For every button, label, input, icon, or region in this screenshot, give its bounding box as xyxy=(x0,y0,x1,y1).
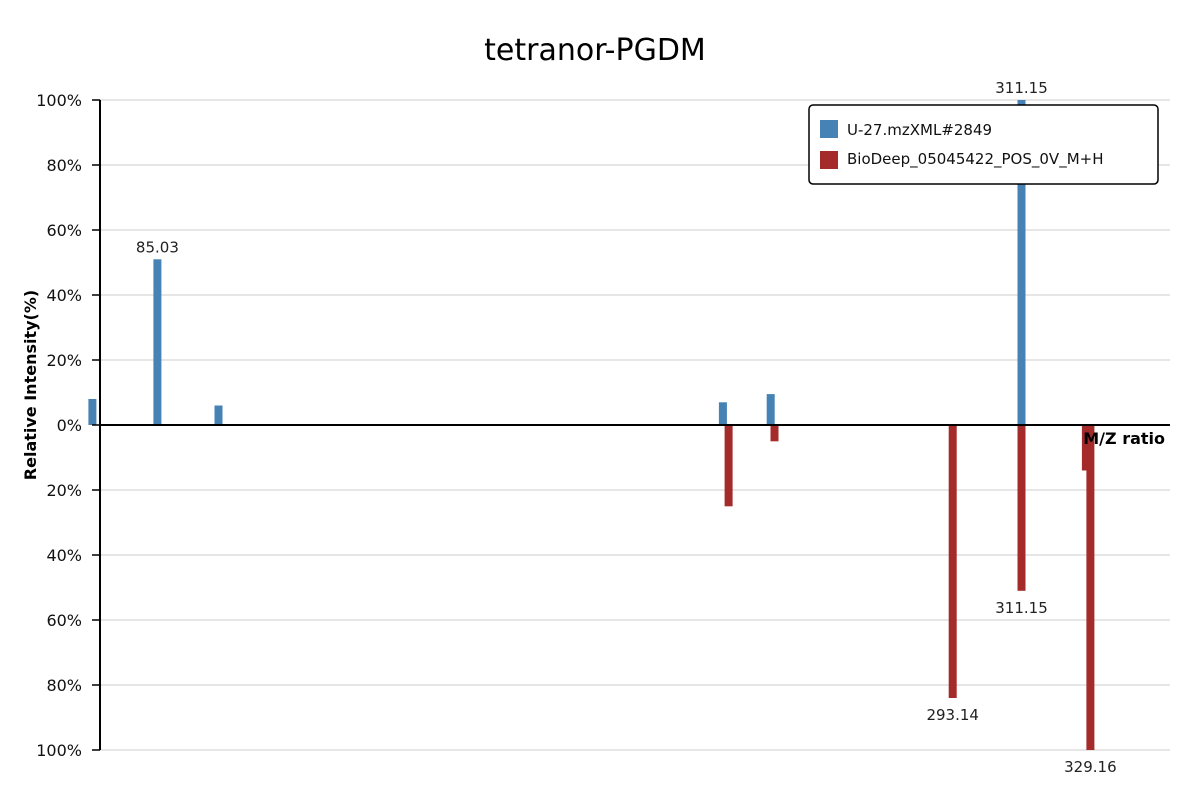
legend: U-27.mzXML#2849 BioDeep_05045422_POS_0V_… xyxy=(808,104,1159,185)
y-tick-label: 60% xyxy=(46,221,82,240)
grid-lines xyxy=(100,99,1170,751)
legend-label-biodeep: BioDeep_05045422_POS_0V_M+H xyxy=(847,150,1103,169)
reference-peak-label: 293.14 xyxy=(926,706,979,724)
legend-swatch-biodeep xyxy=(820,151,838,169)
sample-peak-bar xyxy=(153,259,162,426)
sample-peak-label: 85.03 xyxy=(136,238,179,256)
y-tick-label: 20% xyxy=(46,481,82,500)
sample-peak-bar xyxy=(766,394,775,425)
sample-peak-bar xyxy=(718,402,727,426)
reference-peak-label: 311.15 xyxy=(995,599,1048,617)
reference-peak-bar xyxy=(1017,425,1026,591)
x-axis-title: M/Z ratio xyxy=(1083,429,1165,448)
y-tick-label: 80% xyxy=(46,156,82,175)
peak-labels: 85.03 311.15 293.14 311.15 329.16 xyxy=(136,79,1117,776)
sample-peak-bar xyxy=(1017,100,1026,425)
legend-label-u27: U-27.mzXML#2849 xyxy=(847,121,992,139)
sample-peak-bar xyxy=(214,405,223,425)
y-tick-label: 100% xyxy=(36,91,82,110)
y-tick-label: 100% xyxy=(36,741,82,760)
reference-peak-bar xyxy=(1086,425,1095,750)
sample-peak-bar xyxy=(88,399,97,425)
y-tick-label: 40% xyxy=(46,286,82,305)
y-tick-label: 0% xyxy=(57,416,82,435)
chart-title: tetranor-PGDM xyxy=(484,33,706,68)
reference-peak-label: 329.16 xyxy=(1064,758,1117,776)
y-tick-label: 60% xyxy=(46,611,82,630)
reference-peak-bar xyxy=(1081,425,1090,471)
sample-peak-label: 311.15 xyxy=(995,79,1048,97)
legend-box xyxy=(808,104,1159,185)
legend-swatch-u27 xyxy=(820,120,838,138)
reference-peak-bar xyxy=(724,425,733,507)
y-tick-label: 20% xyxy=(46,351,82,370)
reference-peak-bar xyxy=(948,425,957,698)
y-tick-label: 80% xyxy=(46,676,82,695)
y-tick-label: 40% xyxy=(46,546,82,565)
y-axis-title: Relative Intensity(%) xyxy=(21,290,40,480)
reference-peak-bar xyxy=(770,425,779,442)
y-tick-labels: 100% 80% 60% 40% 20% 0% 20% 40% 60% 80% 100% xyxy=(36,91,100,760)
bars xyxy=(88,100,1095,750)
